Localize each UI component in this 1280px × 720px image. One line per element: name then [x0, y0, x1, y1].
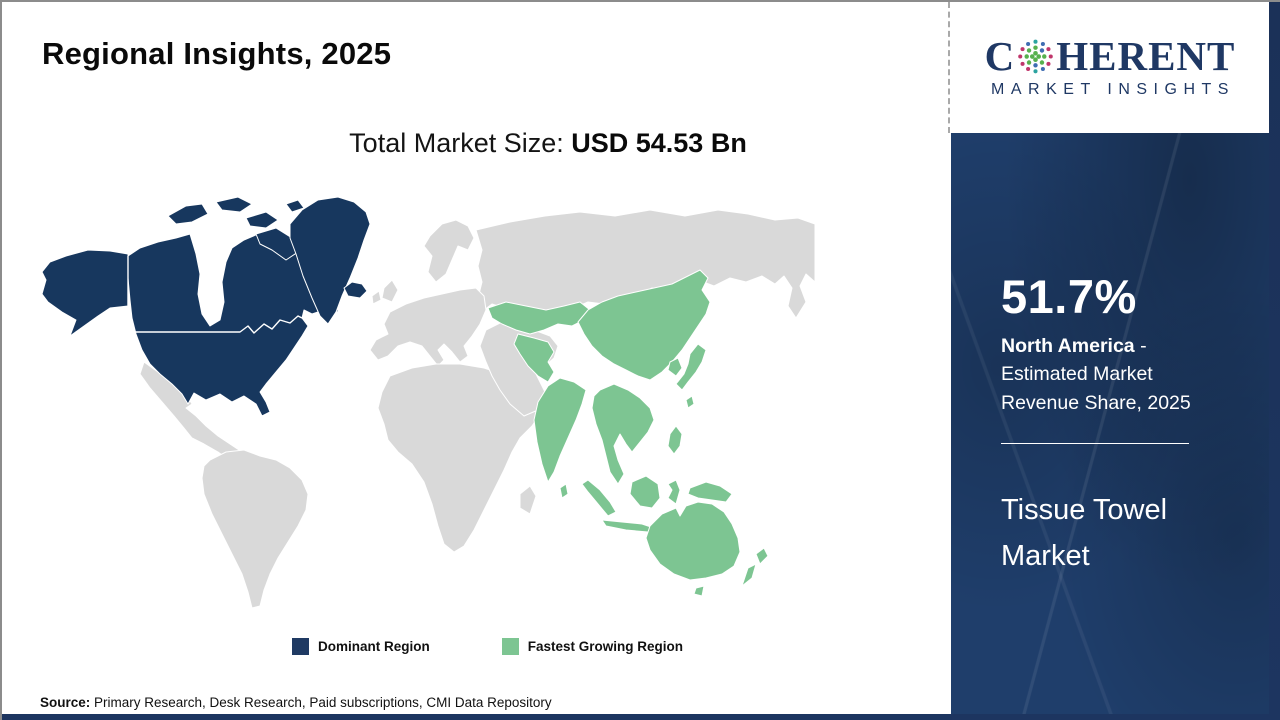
total-market-size-value: USD 54.53 Bn [571, 128, 747, 158]
footer-bar [2, 714, 1280, 720]
map-panel: Regional Insights, 2025 Total Market Siz… [2, 2, 949, 714]
market-name: Tissue Towel Market [1001, 493, 1168, 572]
stats-sidebar: 51.7% North America - Estimated Market R… [951, 133, 1269, 715]
logo-letters-rest: HERENT [1056, 33, 1236, 79]
fastest-growing-region-label: Fastest Growing Region [527, 639, 683, 654]
logo-tagline: MARKET INSIGHTS [991, 81, 1235, 98]
source-text: Primary Research, Desk Research, Paid su… [90, 695, 552, 710]
logo-letter-c: C [984, 33, 1016, 79]
fastest-growing-region-swatch-icon [501, 638, 519, 655]
map-region-asia-pacific [487, 269, 769, 597]
source-label: Source: [40, 695, 91, 710]
logo-globe-icon [1018, 39, 1054, 74]
page-title: Regional Insights, 2025 [42, 36, 392, 71]
source-line: Source: Primary Research, Desk Research,… [40, 695, 552, 710]
market-share-desc-text: - Estimated Market Revenue Share, 2025 [1001, 335, 1191, 414]
sidebar-divider [1001, 442, 1189, 444]
logo-wordmark: C [985, 36, 1236, 77]
map-region-north-america [41, 196, 371, 417]
world-map [41, 196, 816, 609]
market-share-region: North America [1001, 335, 1135, 357]
dashed-divider [948, 2, 950, 133]
legend-item-dominant: Dominant Region [291, 638, 430, 655]
map-region-other [139, 209, 816, 609]
right-edge-band [1269, 2, 1280, 720]
total-market-size-label: Total Market Size: [349, 128, 572, 158]
legend-item-fastest-growing: Fastest Growing Region [501, 638, 683, 655]
total-market-size: Total Market Size: USD 54.53 Bn [2, 128, 949, 159]
market-share-value: 51.7% [1001, 270, 1137, 323]
market-share-description: North America - Estimated Market Revenue… [1001, 332, 1229, 417]
dominant-region-label: Dominant Region [317, 639, 430, 654]
dominant-region-swatch-icon [291, 638, 309, 655]
brand-logo: C [951, 2, 1269, 133]
legend: Dominant Region Fastest Growing Region [14, 638, 961, 655]
